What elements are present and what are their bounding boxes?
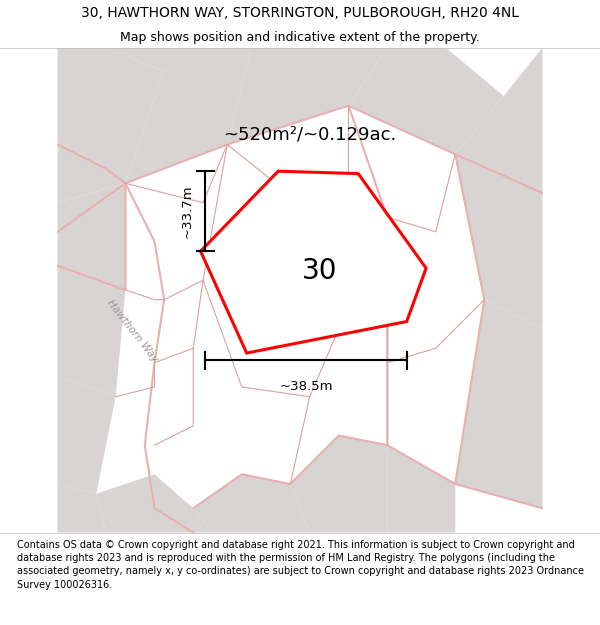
Polygon shape [455,154,542,329]
Text: Hawthorn Way: Hawthorn Way [106,298,160,364]
Text: Contains OS data © Crown copyright and database right 2021. This information is : Contains OS data © Crown copyright and d… [17,540,584,589]
Polygon shape [455,300,542,508]
Text: Map shows position and indicative extent of the property.: Map shows position and indicative extent… [120,31,480,44]
Text: ~33.7m: ~33.7m [181,184,193,238]
Polygon shape [58,183,125,290]
Text: 30: 30 [302,257,337,284]
Text: 30, HAWTHORN WAY, STORRINGTON, PULBOROUGH, RH20 4NL: 30, HAWTHORN WAY, STORRINGTON, PULBOROUG… [81,6,519,20]
Polygon shape [290,436,388,532]
Polygon shape [106,48,251,183]
Polygon shape [58,48,164,202]
Polygon shape [227,48,388,144]
Polygon shape [455,48,542,193]
Polygon shape [388,445,455,532]
Polygon shape [193,474,310,532]
Polygon shape [58,378,116,494]
Polygon shape [58,266,125,397]
Polygon shape [200,171,426,353]
Polygon shape [58,484,106,532]
Polygon shape [349,48,504,154]
Polygon shape [96,474,213,532]
Text: ~38.5m: ~38.5m [280,380,333,392]
Text: ~520m²/~0.129ac.: ~520m²/~0.129ac. [223,126,397,144]
